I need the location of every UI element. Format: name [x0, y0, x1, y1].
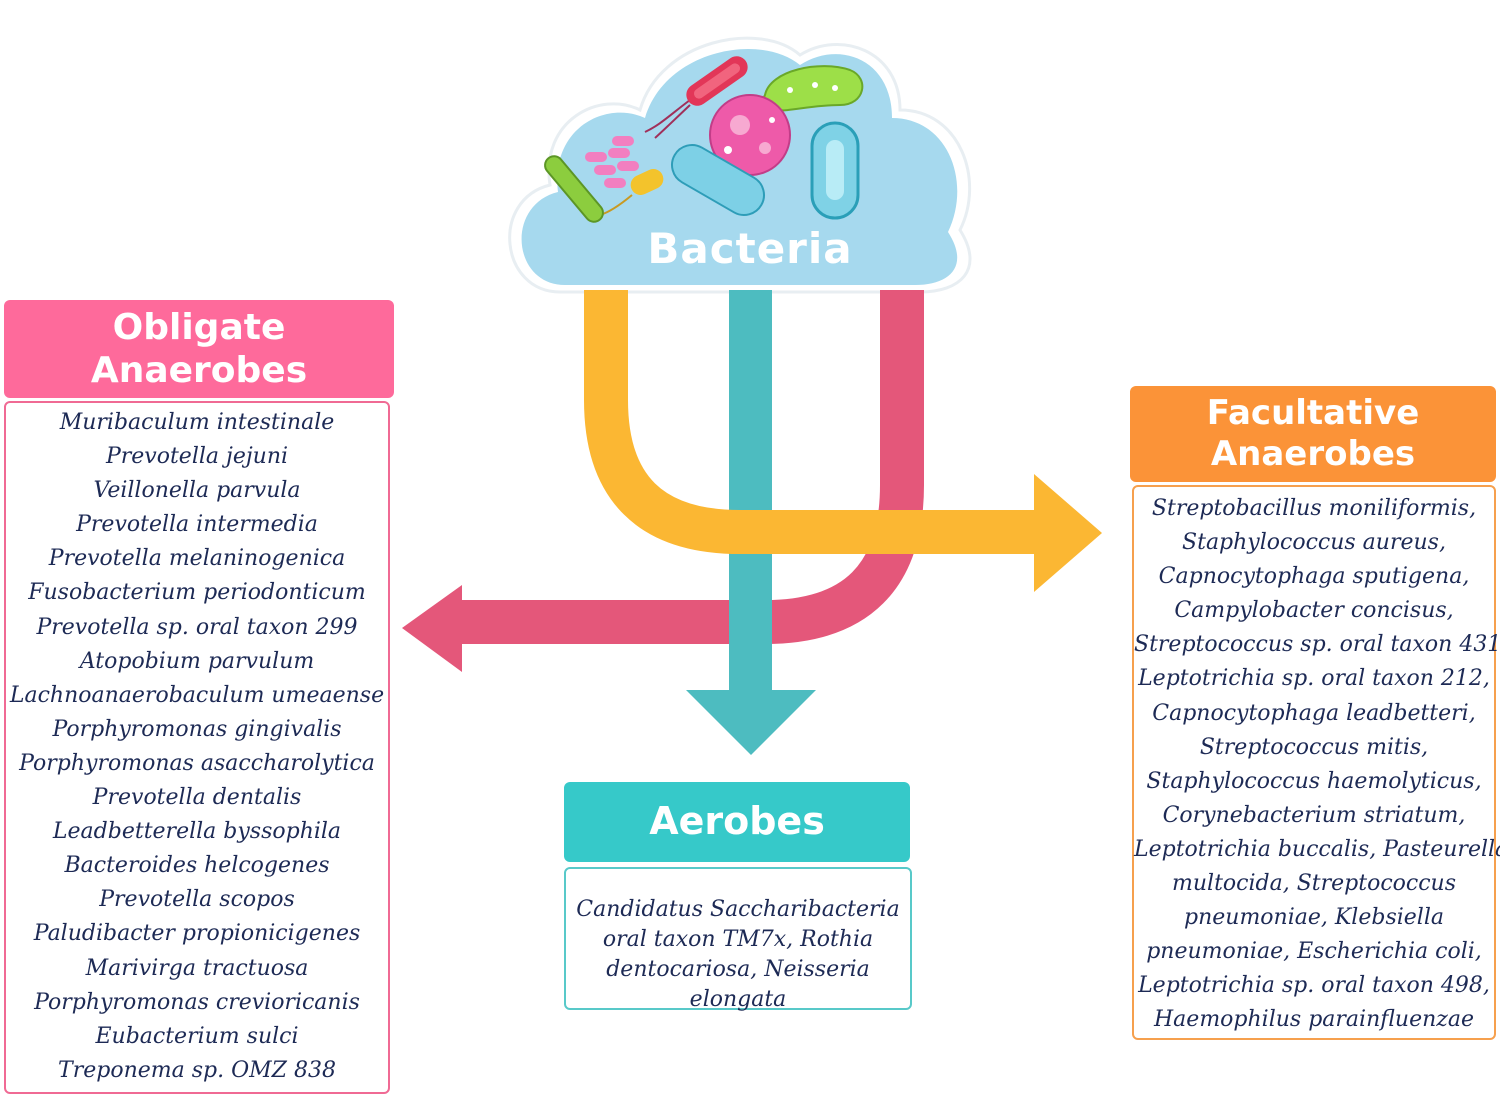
list-item: multocida, Streptococcus [1172, 871, 1456, 897]
list-item: Veillonella parvula [93, 478, 301, 504]
list-item: Leptotrichia buccalis, Pasteurella [1134, 836, 1500, 862]
pink-chain-bacterium-icon [585, 136, 639, 188]
yellow-arrow-to-facultative [584, 290, 1040, 554]
list-item: Bacteroides helcogenes [64, 853, 330, 879]
list-item: Prevotella scopos [99, 887, 295, 913]
list-item: Marivirga tractuosa [85, 955, 309, 981]
facultative-anaerobes-list: Streptobacillus moniliformis, Staphyloco… [1132, 485, 1500, 1040]
list-item: Capnocytophaga leadbetteri, [1152, 700, 1476, 726]
aerobes-list: Candidatus Saccharibacteria oral taxon T… [564, 867, 912, 1012]
list-item: Prevotella melaninogenica [48, 546, 346, 572]
list-item: pneumoniae, Klebsiella [1184, 905, 1444, 931]
list-item: Atopobium parvulum [79, 648, 315, 674]
list-item: Leptotrichia sp. oral taxon 498, [1138, 973, 1490, 999]
aerobes-text: Candidatus Saccharibacteria oral taxon T… [576, 897, 900, 1012]
list-item: Haemophilus parainfluenzae [1154, 1007, 1474, 1033]
aerobes-header: Aerobes [564, 782, 910, 862]
green-rod-bacterium-icon [544, 155, 604, 223]
list-item: Porphyromonas gingivalis [52, 716, 342, 742]
obligate-anaerobes-header: Obligate Anaerobes [4, 300, 394, 398]
list-item: Capnocytophaga sputigena, [1158, 564, 1470, 590]
list-item: Porphyromonas asaccharolytica [19, 750, 375, 776]
facultative-title-line1: Facultative [1206, 393, 1420, 434]
list-item: Staphylococcus haemolyticus, [1146, 768, 1482, 794]
blue-pill-bacterium-icon [810, 121, 860, 220]
yellow-arrowhead [1034, 474, 1102, 592]
list-item: Treponema sp. OMZ 838 [58, 1057, 336, 1083]
cloud-title: Bacteria [647, 224, 853, 273]
facultative-title-line2: Anaerobes [1210, 434, 1416, 474]
obligate-title-line1: Obligate [112, 306, 286, 348]
teal-arrow-to-aerobes [729, 290, 772, 690]
list-item: Streptococcus mitis, [1199, 734, 1429, 760]
list-item: Porphyromonas crevioricanis [34, 989, 360, 1015]
pink-arrow-to-obligate [455, 290, 924, 644]
list-item: pneumoniae, Escherichia coli, [1146, 939, 1482, 965]
list-item: Leadbetterella byssophila [52, 819, 342, 845]
facultative-anaerobes-header: Facultative Anaerobes [1130, 386, 1496, 482]
list-item: Prevotella intermedia [76, 512, 318, 538]
list-item: Prevotella sp. oral taxon 299 [36, 614, 358, 640]
list-item: Streptococcus sp. oral taxon 431, [1134, 632, 1500, 658]
list-item: Paludibacter propionicigenes [33, 921, 361, 947]
obligate-title-line2: Anaerobes [90, 350, 308, 391]
list-item: Eubacterium sulci [95, 1023, 299, 1049]
list-item: Lachnoanaerobaculum umeaense [9, 682, 385, 708]
teal-arrowhead [686, 690, 816, 755]
aerobes-title: Aerobes [649, 799, 825, 844]
list-item: Corynebacterium striatum, [1162, 802, 1466, 828]
list-item: Prevotella dentalis [92, 785, 302, 811]
arrows [402, 290, 1102, 755]
obligate-anaerobes-list: Muribaculum intestinale Prevotella jejun… [4, 401, 390, 1094]
list-item: Prevotella jejuni [105, 444, 289, 470]
bacteria-illustrations [544, 56, 864, 223]
list-item: Leptotrichia sp. oral taxon 212, [1138, 666, 1490, 692]
list-item: Muribaculum intestinale [59, 410, 335, 435]
list-item: Campylobacter concisus, [1174, 598, 1454, 624]
blue-rod-bacterium-icon [671, 144, 765, 216]
pink-arrowhead [402, 585, 462, 672]
red-rod-bacterium-icon [644, 56, 748, 139]
list-item: Streptobacillus moniliformis, [1151, 496, 1477, 521]
list-item: Staphylococcus aureus, [1182, 530, 1446, 556]
list-item: Fusobacterium periodonticum [28, 580, 366, 606]
